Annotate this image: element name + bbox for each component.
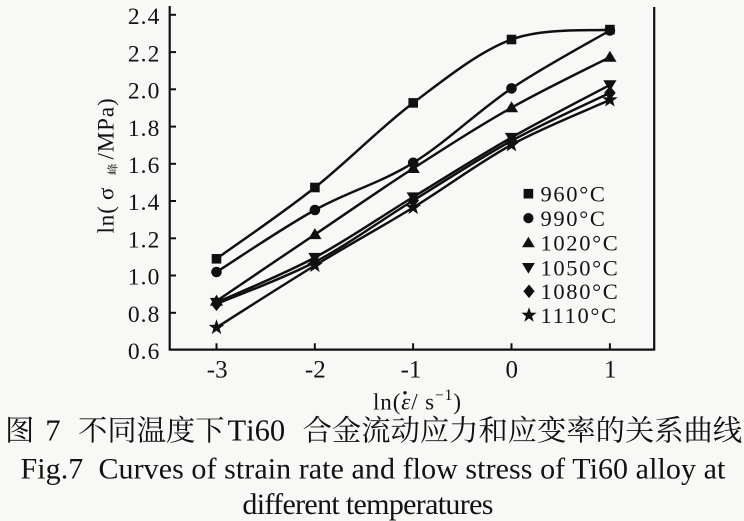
- svg-text:-2: -2: [305, 356, 326, 383]
- svg-text:0.8: 0.8: [128, 302, 161, 328]
- svg-text:1020°C: 1020°C: [541, 231, 620, 256]
- svg-text:ln(: ln(: [94, 205, 119, 233]
- svg-text:-1: -1: [401, 356, 422, 383]
- svg-text:990°C: 990°C: [541, 206, 607, 231]
- svg-text:2.4: 2.4: [128, 4, 161, 30]
- svg-text:1.8: 1.8: [128, 116, 161, 142]
- svg-text:1.2: 1.2: [128, 228, 161, 254]
- svg-text:0: 0: [506, 356, 519, 383]
- svg-text:different temperatures: different temperatures: [242, 488, 493, 521]
- svg-text:1110°C: 1110°C: [541, 303, 618, 328]
- svg-text:1080°C: 1080°C: [541, 279, 620, 304]
- svg-text:0.6: 0.6: [128, 339, 161, 365]
- svg-text:1.6: 1.6: [128, 153, 161, 179]
- svg-text:ln(ε/ s−1): ln(ε/ s−1): [373, 387, 462, 415]
- svg-text:1.4: 1.4: [128, 190, 161, 216]
- svg-text:1050°C: 1050°C: [541, 255, 620, 280]
- svg-text:σ: σ: [94, 187, 119, 200]
- svg-text:1.0: 1.0: [128, 265, 161, 291]
- svg-text:1: 1: [604, 356, 617, 383]
- svg-text:2.2: 2.2: [128, 41, 161, 67]
- svg-text:/MPa): /MPa): [94, 98, 119, 160]
- svg-text:Fig.7 Curves of strain rate a: Fig.7 Curves of strain rate and flow str…: [21, 453, 726, 486]
- svg-text:2.0: 2.0: [128, 79, 161, 105]
- svg-text:960°C: 960°C: [541, 182, 607, 207]
- svg-text:-3: -3: [207, 356, 228, 383]
